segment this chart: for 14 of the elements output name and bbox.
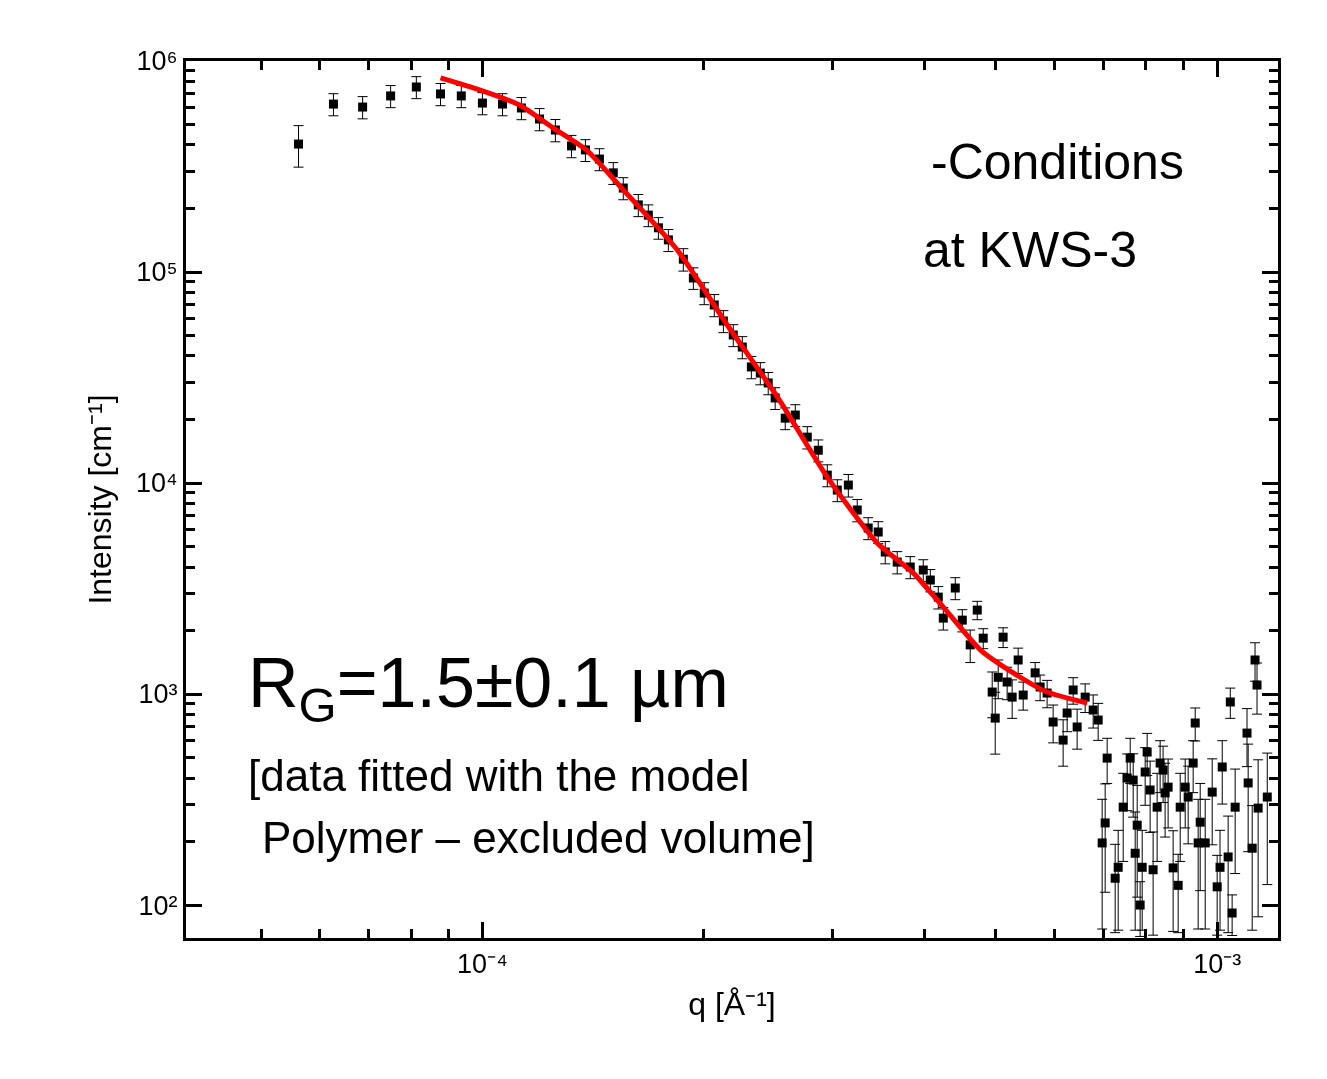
x-axis-title: q [Å⁻¹] bbox=[688, 986, 776, 1023]
x-tick-label: 10⁻⁴ bbox=[457, 949, 508, 980]
annotation: Polymer – excluded volume] bbox=[262, 813, 815, 862]
y-axis-title: Intensity [cm⁻¹] bbox=[82, 394, 119, 605]
y-tick-label: 10² bbox=[138, 890, 178, 921]
annotation: at KWS-3 bbox=[923, 222, 1137, 278]
y-tick-label: 10⁴ bbox=[135, 468, 178, 499]
annotation: -Conditions bbox=[931, 134, 1184, 190]
x-tick-label: 10⁻³ bbox=[1193, 949, 1242, 980]
y-tick-label: 10⁵ bbox=[136, 257, 178, 288]
annotation: R$_{G}$=1.5±0.1 µm bbox=[248, 644, 729, 732]
y-tick-label: 10³ bbox=[138, 679, 178, 710]
y-tick-label: 10⁶ bbox=[136, 46, 178, 77]
annotation: [data fitted with the model bbox=[248, 751, 750, 800]
